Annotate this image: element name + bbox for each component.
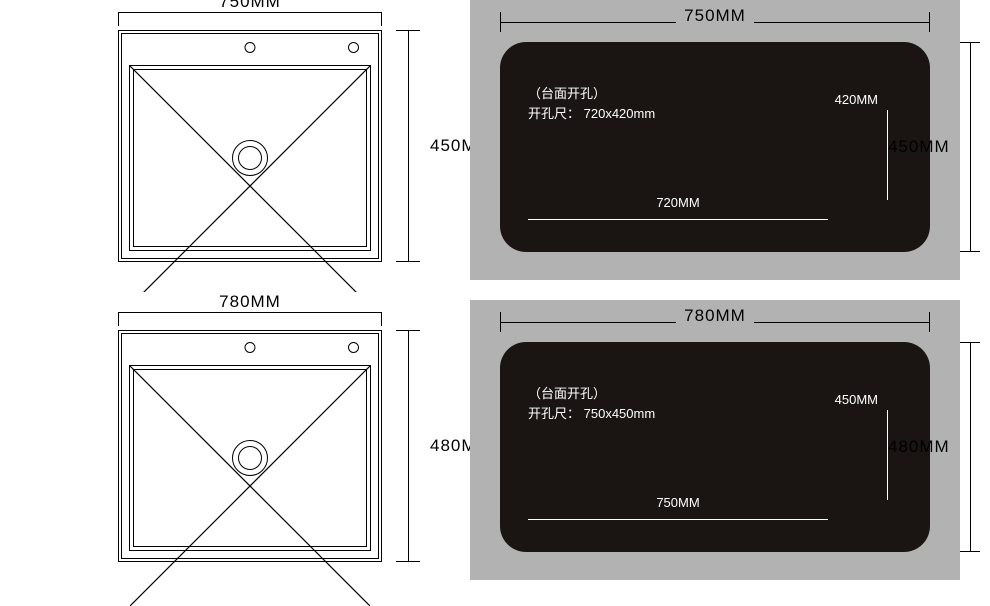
cutout-dim-2-value: 750x450mm bbox=[584, 406, 656, 421]
cutout-shape-1 bbox=[500, 42, 930, 252]
faucet-hole-icon bbox=[245, 342, 256, 353]
panel-dim-height-2-label: 480MM bbox=[888, 437, 950, 457]
cutout-panel-2: 780MM （台面开孔） 开孔尺： 750x450mm 450MM 750MM bbox=[470, 300, 960, 580]
dim-width-2-label: 780MM bbox=[213, 292, 287, 311]
dim-width-1: 750MM bbox=[118, 2, 382, 30]
sink-drawing-1: 750MM bbox=[118, 30, 382, 262]
sink-basin-2 bbox=[129, 365, 371, 551]
dim-width-2: 780MM bbox=[118, 302, 382, 330]
dim-height-2: 480MM bbox=[396, 330, 430, 562]
panel-dim-width-2-label: 780MM bbox=[676, 306, 754, 325]
inner-dim-width-1-label: 720MM bbox=[528, 195, 828, 210]
page: 750MM 450MM bbox=[0, 0, 990, 601]
faucet-hole-icon bbox=[245, 42, 256, 53]
inner-dim-height-2-label: 450MM bbox=[835, 392, 878, 407]
drain-icon bbox=[232, 140, 268, 176]
model-row-2: 780MM 480MM bbox=[0, 300, 990, 600]
cutout-dim-2: 开孔尺： 750x450mm bbox=[528, 404, 655, 424]
dim-height-1: 450MM bbox=[396, 30, 430, 262]
cutout-shape-2 bbox=[500, 342, 930, 552]
panel-dim-height-1-label: 450MM bbox=[888, 137, 950, 157]
inner-dim-width-2-label: 750MM bbox=[528, 495, 828, 510]
sink-drawing-2: 780MM bbox=[118, 330, 382, 562]
cutout-dim-2-label: 开孔尺： bbox=[528, 406, 580, 421]
accessory-hole-icon bbox=[348, 42, 359, 53]
cutout-title-1: （台面开孔） bbox=[528, 84, 606, 104]
sink-outline-1 bbox=[118, 30, 382, 262]
model-row-1: 750MM 450MM bbox=[0, 0, 990, 300]
panel-dim-height-2: 480MM bbox=[960, 342, 990, 552]
sink-outline-2 bbox=[118, 330, 382, 562]
accessory-hole-icon bbox=[348, 342, 359, 353]
dim-width-1-label: 750MM bbox=[213, 0, 287, 11]
cutout-dim-1: 开孔尺： 720x420mm bbox=[528, 104, 655, 124]
inner-dim-height-1-label: 420MM bbox=[835, 92, 878, 107]
basin-cross-icon bbox=[130, 366, 370, 606]
inner-dim-width-2: 750MM bbox=[528, 513, 828, 520]
basin-cross-icon bbox=[130, 66, 370, 306]
sink-deck-2 bbox=[123, 335, 377, 361]
cutout-panel-1: 750MM （台面开孔） 开孔尺： 720x420mm 420MM 720MM bbox=[470, 0, 960, 280]
sink-deck-1 bbox=[123, 35, 377, 61]
panel-dim-width-1-label: 750MM bbox=[676, 6, 754, 25]
inner-dim-width-1: 720MM bbox=[528, 213, 828, 220]
cutout-dim-1-value: 720x420mm bbox=[584, 106, 656, 121]
panel-dim-width-1: 750MM bbox=[500, 8, 930, 34]
panel-dim-height-1: 450MM bbox=[960, 42, 990, 252]
sink-basin-1 bbox=[129, 65, 371, 251]
cutout-dim-1-label: 开孔尺： bbox=[528, 106, 580, 121]
panel-dim-width-2: 780MM bbox=[500, 308, 930, 334]
drain-icon bbox=[232, 440, 268, 476]
cutout-title-2: （台面开孔） bbox=[528, 384, 606, 404]
